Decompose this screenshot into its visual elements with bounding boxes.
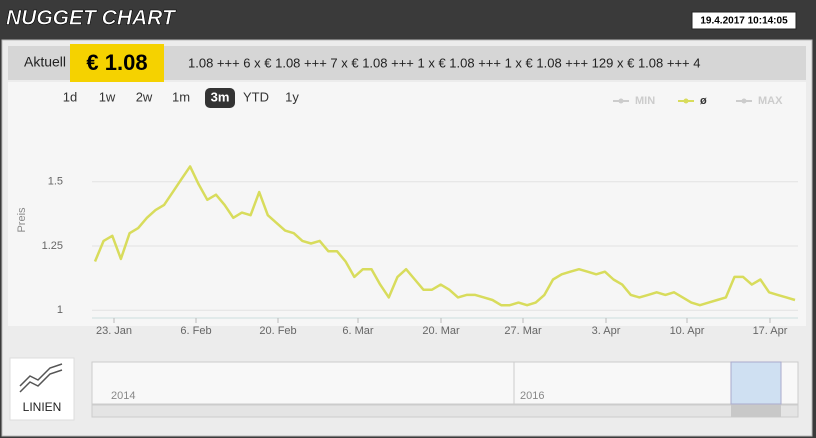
legend-marker xyxy=(683,98,689,104)
x-tick-label: 23. Jan xyxy=(96,325,132,337)
range-button[interactable]: YTD xyxy=(243,89,269,104)
chart-area xyxy=(8,82,806,326)
ticker-label: Aktuell xyxy=(24,54,66,70)
range-button[interactable]: 2w xyxy=(136,89,153,104)
app-title: NUGGET CHART xyxy=(6,7,177,30)
legend-marker xyxy=(741,98,747,104)
scrollbar[interactable] xyxy=(91,404,799,418)
price-line xyxy=(93,165,796,307)
view-icon xyxy=(19,363,63,387)
range-button[interactable]: 3m xyxy=(211,89,230,104)
view-icon xyxy=(19,369,63,393)
range-button-bg[interactable] xyxy=(205,88,235,108)
y-axis-label: Preis xyxy=(16,207,28,233)
legend-label[interactable]: ø xyxy=(700,95,707,107)
y-tick-label: 1 xyxy=(57,304,63,316)
view-button-label: LINIEN xyxy=(23,400,62,414)
navigator-label: 2014 xyxy=(111,390,135,402)
navigator xyxy=(91,361,799,405)
range-button[interactable]: 1w xyxy=(99,89,116,104)
x-tick-label: 3. Apr xyxy=(592,325,621,337)
navigator-label: 2016 xyxy=(520,390,544,402)
x-tick-label: 6. Feb xyxy=(180,325,211,337)
x-tick-label: 6. Mar xyxy=(342,325,374,337)
ticker-text: 1.08 +++ 6 x € 1.08 +++ 7 x € 1.08 +++ 1… xyxy=(188,55,700,70)
view-button[interactable] xyxy=(9,357,75,421)
x-tick-label: 20. Mar xyxy=(422,325,460,337)
scrollbar-thumb[interactable] xyxy=(731,405,781,417)
legend-marker xyxy=(618,98,624,104)
x-tick-label: 10. Apr xyxy=(670,325,705,337)
x-tick-label: 27. Mar xyxy=(504,325,542,337)
navigator-window[interactable] xyxy=(730,361,782,405)
range-button[interactable]: 1d xyxy=(63,89,77,104)
y-tick-label: 1.5 xyxy=(48,176,63,188)
timestamp: 19.4.2017 10:14:05 xyxy=(700,16,788,27)
price: € 1.08 xyxy=(86,50,147,75)
x-tick-label: 17. Apr xyxy=(753,325,788,337)
timestamp-box xyxy=(691,11,797,30)
legend-label[interactable]: MAX xyxy=(758,95,783,107)
range-button[interactable]: 1m xyxy=(172,89,190,104)
price-box xyxy=(70,44,164,82)
x-tick-label: 20. Feb xyxy=(259,325,296,337)
range-button[interactable]: 1y xyxy=(285,89,299,104)
y-tick-label: 1.25 xyxy=(42,240,63,252)
legend-label[interactable]: MIN xyxy=(635,95,655,107)
header-bar xyxy=(0,0,816,38)
